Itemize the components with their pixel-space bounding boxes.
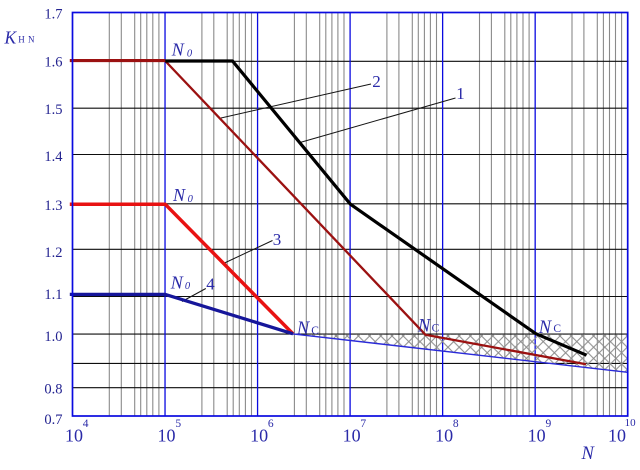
svg-text:1.0: 1.0	[44, 329, 62, 345]
svg-text:10: 10	[158, 425, 176, 445]
svg-text:10: 10	[608, 425, 626, 445]
svg-text:2: 2	[372, 72, 381, 91]
svg-text:10: 10	[625, 417, 637, 429]
svg-text:C: C	[432, 323, 440, 335]
svg-text:N: N	[28, 35, 35, 45]
svg-text:N: N	[581, 444, 596, 464]
svg-text:7: 7	[360, 418, 366, 430]
svg-text:10: 10	[435, 425, 453, 445]
svg-text:K: K	[4, 28, 18, 48]
svg-text:N: N	[538, 318, 553, 338]
svg-text:1.4: 1.4	[44, 149, 63, 165]
svg-text:0: 0	[188, 194, 194, 205]
svg-text:1.3: 1.3	[44, 198, 62, 214]
svg-text:C: C	[553, 323, 561, 335]
svg-text:4: 4	[206, 275, 215, 294]
svg-text:C: C	[311, 325, 319, 337]
svg-text:0.8: 0.8	[44, 382, 62, 398]
svg-text:N: N	[170, 272, 184, 292]
svg-text:10: 10	[65, 425, 83, 445]
svg-text:N: N	[171, 39, 185, 59]
svg-text:1.5: 1.5	[44, 102, 62, 118]
svg-text:1.1: 1.1	[44, 287, 62, 303]
svg-text:1.6: 1.6	[44, 54, 62, 70]
svg-text:1.7: 1.7	[44, 7, 62, 23]
svg-text:3: 3	[273, 230, 282, 249]
svg-text:N: N	[417, 317, 432, 337]
svg-text:9: 9	[545, 418, 551, 430]
svg-text:0.7: 0.7	[44, 412, 62, 428]
svg-text:1.2: 1.2	[44, 245, 62, 261]
svg-text:8: 8	[453, 418, 459, 430]
svg-text:N: N	[296, 319, 311, 339]
svg-text:5: 5	[175, 418, 181, 430]
svg-text:0: 0	[187, 49, 193, 60]
svg-text:6: 6	[268, 418, 274, 430]
svg-text:10: 10	[250, 425, 268, 445]
svg-text:10: 10	[343, 425, 361, 445]
svg-text:H: H	[18, 35, 25, 45]
svg-text:N: N	[172, 185, 186, 205]
svg-text:4: 4	[83, 418, 89, 430]
svg-text:1: 1	[456, 84, 465, 103]
svg-text:10: 10	[528, 425, 546, 445]
svg-text:0: 0	[185, 281, 191, 292]
